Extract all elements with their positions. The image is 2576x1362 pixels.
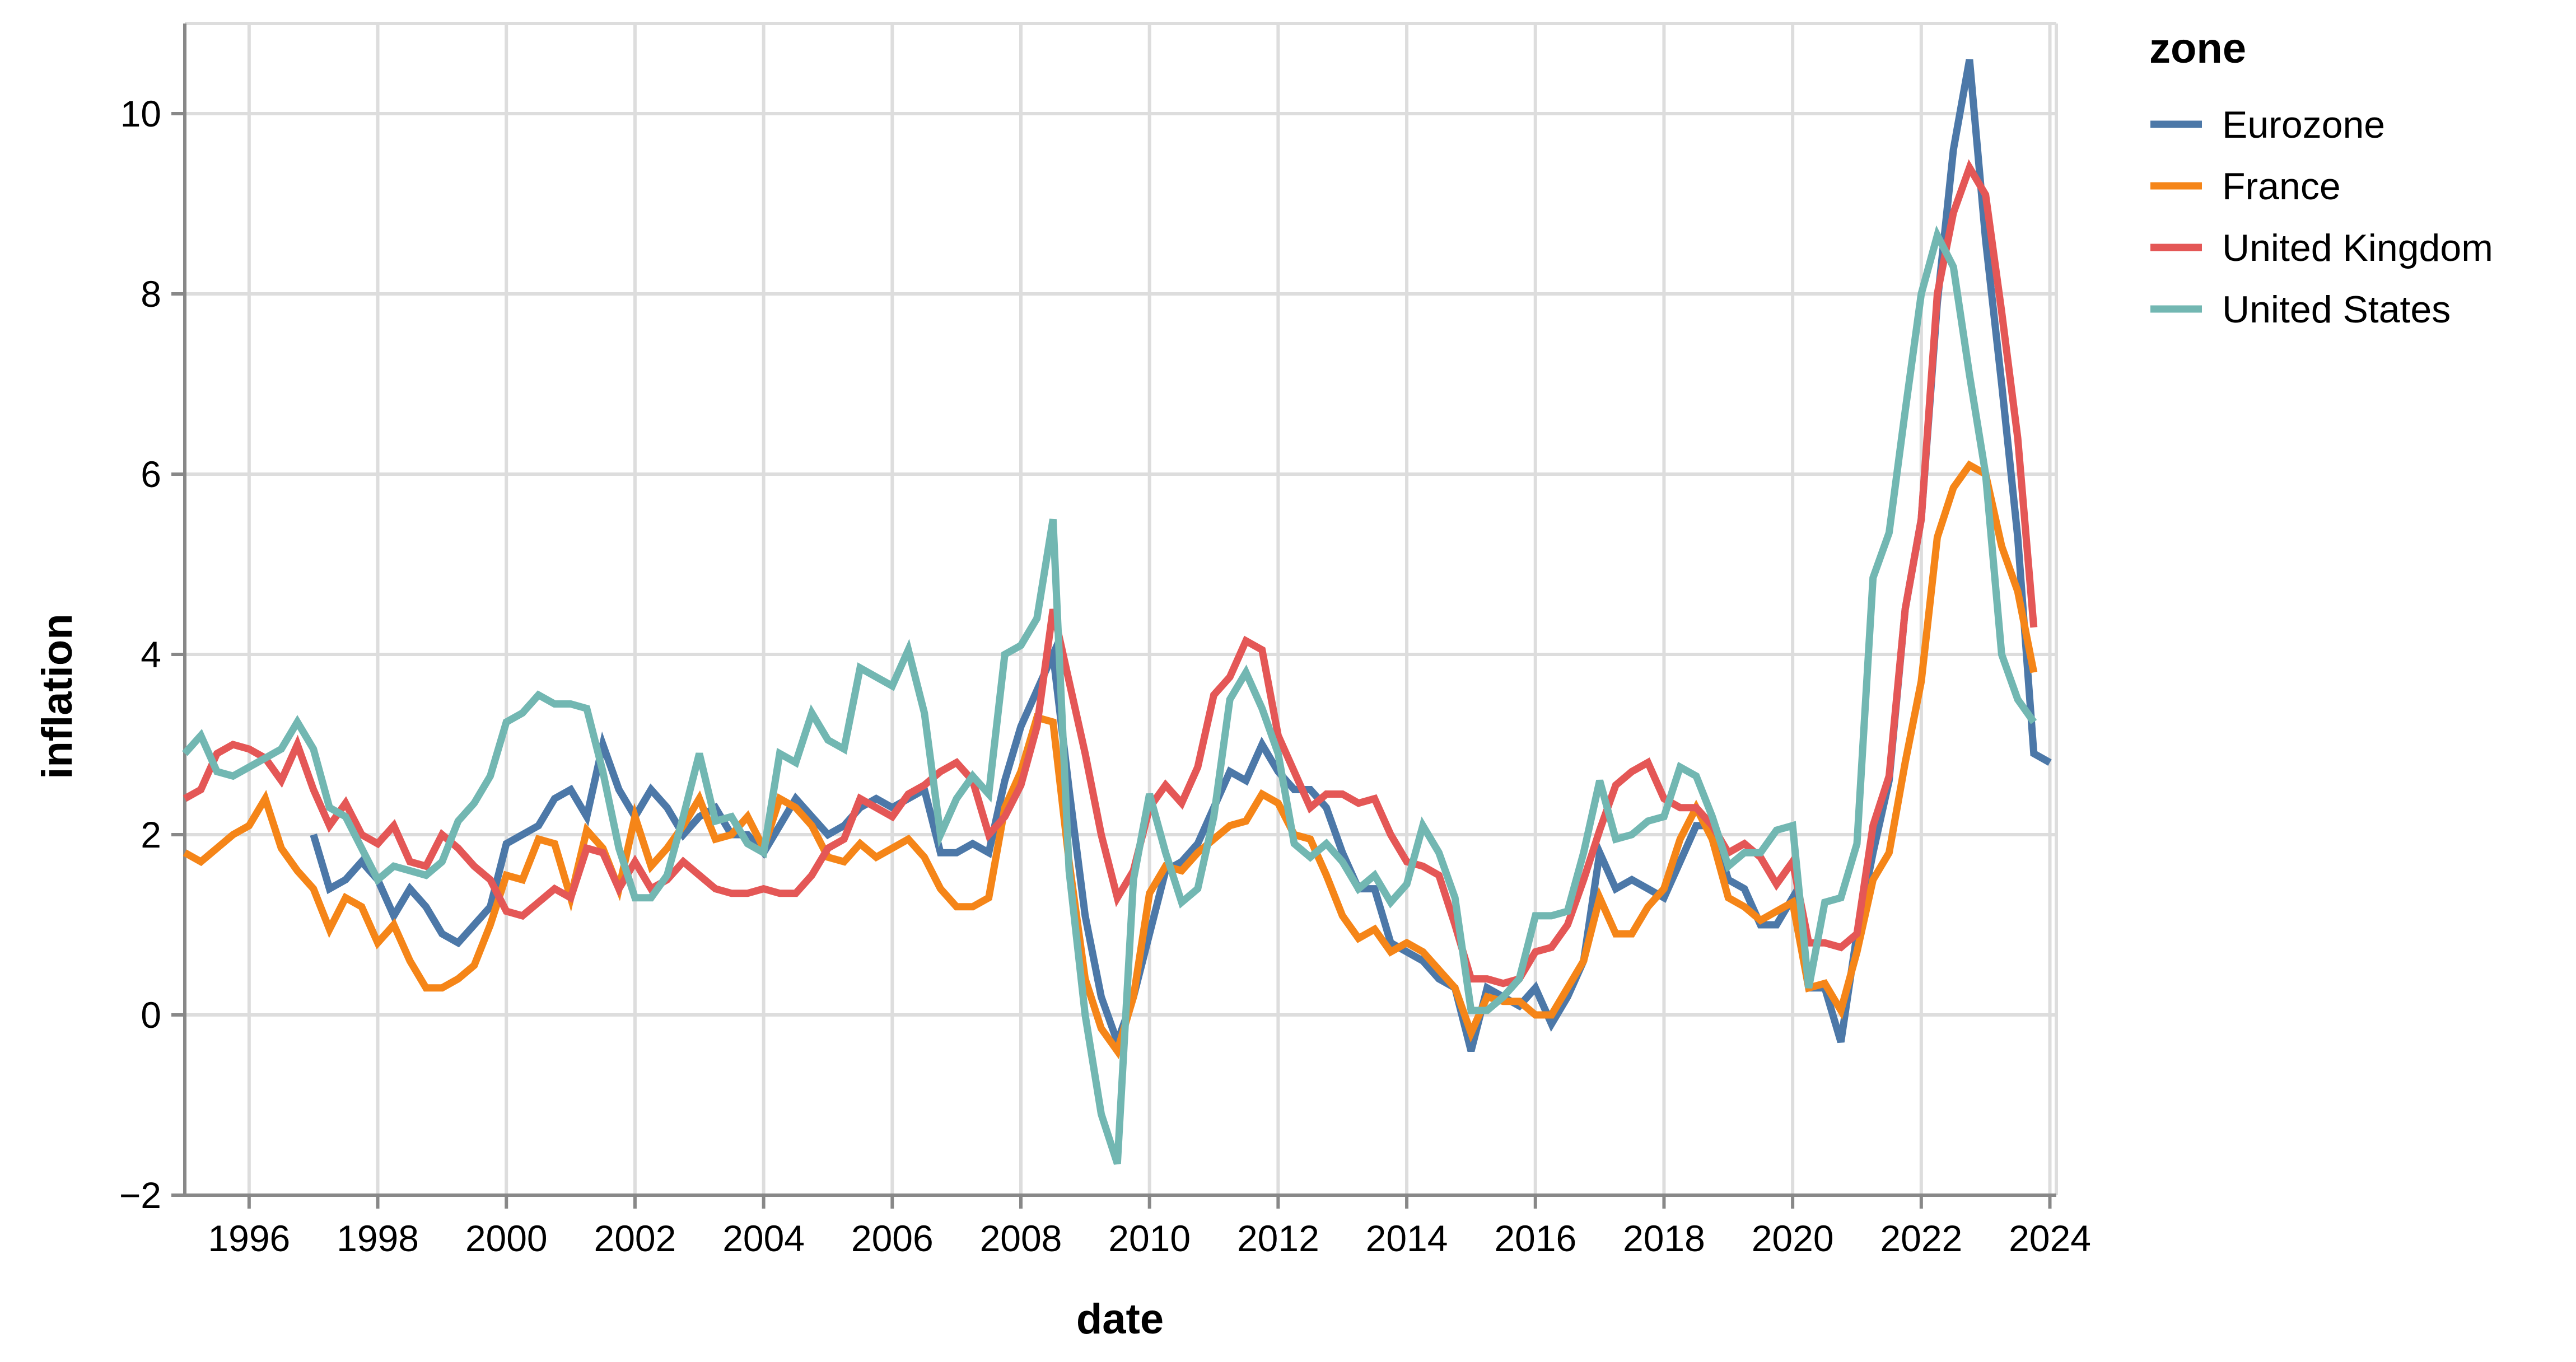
x-tick-label: 2016: [1494, 1218, 1576, 1259]
x-tick-label: 2000: [465, 1218, 548, 1259]
x-tick-label: 1996: [208, 1218, 290, 1259]
y-axis-title: inflation: [34, 614, 81, 779]
x-tick-label: 2018: [1623, 1218, 1705, 1259]
y-tick-label: 10: [120, 93, 161, 134]
x-tick-label: 2004: [722, 1218, 805, 1259]
legend-item-united-states: United States: [2150, 288, 2451, 331]
series-lines: [182, 59, 2052, 1165]
y-tick-label: 6: [141, 453, 161, 495]
series-line-united-kingdom: [183, 159, 2038, 987]
x-tick-label: 2020: [1752, 1218, 1834, 1259]
series-line-united-states: [182, 225, 2037, 1165]
legend-label: France: [2222, 165, 2341, 208]
x-tick-label: 2012: [1237, 1218, 1319, 1259]
x-tick-label: 2024: [2009, 1218, 2091, 1259]
legend-title: zone: [2149, 25, 2246, 72]
series-line-eurozone: [310, 59, 2052, 1053]
y-tick-label: 4: [141, 634, 161, 675]
legend-item-united-kingdom: United Kingdom: [2150, 227, 2493, 269]
legend-item-france: France: [2150, 165, 2341, 208]
y-tick-label: 0: [141, 994, 161, 1036]
grid: [185, 22, 2058, 1197]
x-tick-label: 2008: [980, 1218, 1062, 1259]
legend-item-eurozone: Eurozone: [2150, 104, 2385, 146]
y-tick-label: 8: [141, 273, 161, 315]
x-axis-title: date: [1076, 1295, 1164, 1343]
x-tick-label: 1998: [337, 1218, 419, 1259]
x-tick-label: 2022: [1880, 1218, 1962, 1259]
legend-label: United States: [2222, 288, 2451, 331]
series-line-france: [183, 460, 2038, 1059]
x-tick-label: 2014: [1366, 1218, 1448, 1259]
x-tick-label: 2010: [1108, 1218, 1191, 1259]
legend: zone Eurozone France United Kingdom United …: [2149, 25, 2493, 331]
axes: 1996 1998 2000 2002 2004 2006 2008 2010 2012 2014…: [119, 24, 2091, 1259]
x-tick-label: 2006: [851, 1218, 934, 1259]
legend-label: United Kingdom: [2222, 227, 2493, 269]
y-tick-label: −2: [119, 1174, 161, 1216]
x-tick-label: 2002: [594, 1218, 676, 1259]
legend-label: Eurozone: [2222, 104, 2385, 146]
y-tick-label: 2: [141, 814, 161, 855]
